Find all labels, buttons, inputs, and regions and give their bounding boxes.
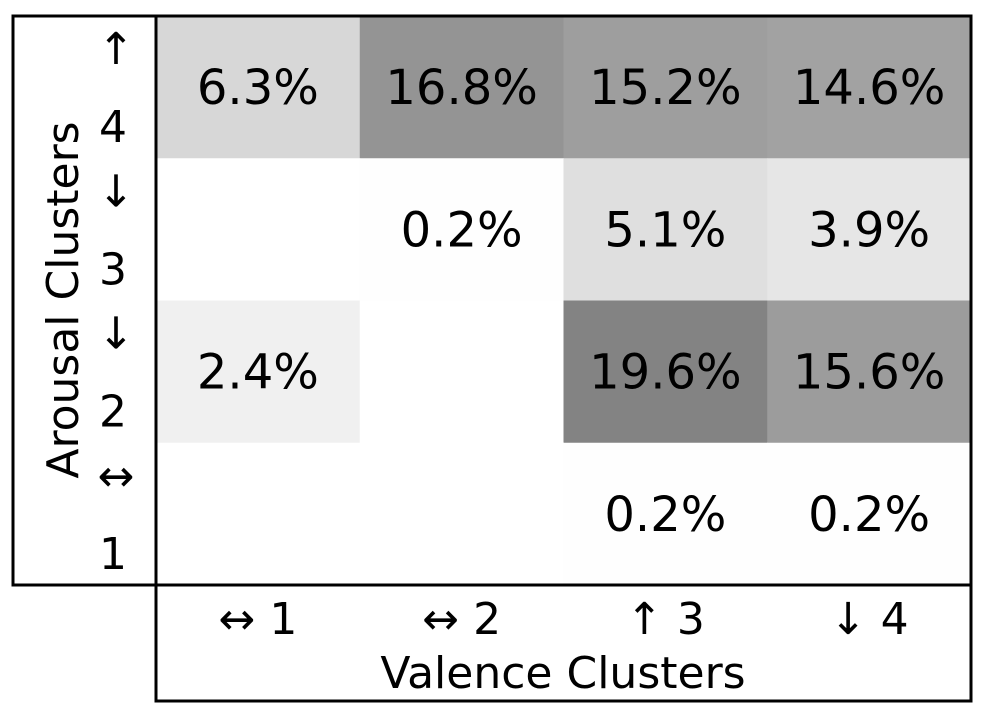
x-tick-label: ↓ 4: [830, 594, 909, 645]
cell-value-label: 15.2%: [589, 60, 741, 116]
heatmap-cell-r2-c3: [563, 158, 768, 301]
chart-frames: [11, 14, 973, 703]
y-tick-label: 1: [99, 529, 127, 580]
heatmap-cell-r2-c1: [156, 158, 361, 301]
y-ticks: ↑ 4 ↓ 3 ↓ 2 ↔ 1: [98, 24, 135, 580]
heatmap-cell-r1-c4: [767, 16, 972, 159]
heatmap-cell-r1-c2: [359, 16, 564, 159]
heatmap-cell-r2-c2: [359, 158, 564, 301]
cell-value-label: 3.9%: [808, 202, 930, 258]
cell-value-label: 16.8%: [385, 60, 537, 116]
y-tick-label: 4: [99, 102, 127, 153]
cell-value-label: 6.3%: [197, 60, 319, 116]
heatmap-cell-r3-c2: [359, 300, 564, 444]
x-tick-arrow: ↑: [626, 594, 663, 645]
x-tick-number: 4: [881, 594, 909, 645]
x-tick-arrow: ↔: [422, 594, 459, 645]
heatmap-cell-r3-c1: [156, 300, 361, 444]
x-tick-label: ↑ 3: [626, 594, 705, 645]
x-tick-number: 3: [677, 594, 705, 645]
cell-value-label: 0.2%: [401, 202, 523, 258]
cell-value-label: 5.1%: [604, 202, 726, 258]
heatmap-cell-r4-c1: [156, 442, 361, 586]
cell-value-label: 0.2%: [604, 487, 726, 543]
cell-value-label: 0.2%: [808, 487, 930, 543]
heatmap-cell-r2-c4: [767, 158, 972, 301]
x-tick-label: ↔ 1: [218, 594, 297, 645]
x-axis-title: Valence Clusters: [380, 648, 745, 699]
heatmap-cell-r3-c4: [767, 300, 972, 444]
y-tick-arrow: ↑: [98, 24, 135, 75]
x-ticks: ↔ 1 ↔ 2 ↑ 3 ↓ 4: [218, 594, 908, 645]
heatmap-cell-r4-c2: [359, 442, 564, 586]
y-tick-arrow: ↔: [98, 451, 135, 502]
cell-value-label: 2.4%: [197, 345, 319, 401]
x-tick-number: 1: [269, 594, 297, 645]
x-axis-frame: [154, 583, 973, 703]
heatmap-cell-r1-c1: [156, 16, 361, 159]
heatmap-cell-r4-c3: [563, 442, 768, 586]
y-tick-label: 2: [99, 387, 127, 438]
cell-value-label: 15.6%: [793, 345, 945, 401]
heatmap-cells: [156, 16, 972, 586]
cell-value-label: 19.6%: [589, 345, 741, 401]
x-tick-label: ↔ 2: [422, 594, 501, 645]
heatmap-cell-r3-c3: [563, 300, 768, 444]
y-axis-title: Arousal Clusters: [38, 121, 89, 478]
x-tick-arrow: ↓: [830, 594, 867, 645]
x-tick-arrow: ↔: [218, 594, 255, 645]
heatmap-cell-r1-c3: [563, 16, 768, 159]
heatmap-cell-r4-c4: [767, 442, 972, 586]
y-tick-arrow: ↓: [98, 309, 135, 360]
cell-labels: 6.3% 16.8% 15.2% 14.6% 0.2% 5.1% 3.9% 2.4% 19.6%…: [197, 60, 945, 543]
y-tick-arrow: ↓: [98, 166, 135, 217]
cell-value-label: 14.6%: [793, 60, 945, 116]
y-tick-label: 3: [99, 244, 127, 295]
x-tick-number: 2: [473, 594, 501, 645]
